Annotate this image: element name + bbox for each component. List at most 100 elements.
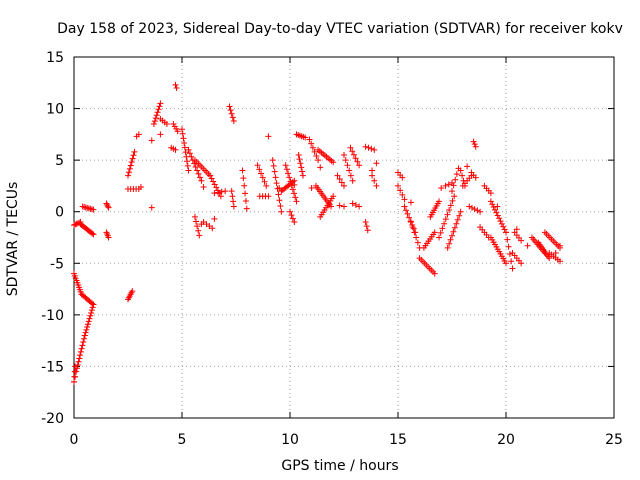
data-point (505, 243, 512, 250)
data-point (338, 179, 345, 186)
data-point (494, 203, 501, 210)
data-point (191, 213, 198, 220)
data-point (74, 220, 81, 227)
data-point (86, 315, 93, 322)
data-point (407, 219, 414, 226)
data-point (104, 201, 111, 208)
data-point (500, 223, 507, 230)
data-point (135, 131, 142, 138)
data-point (336, 176, 343, 183)
data-point (242, 190, 249, 197)
data-point (84, 321, 91, 328)
data-point (75, 358, 82, 365)
data-point (471, 206, 478, 213)
data-point (276, 184, 283, 191)
data-point (276, 197, 283, 204)
data-point (72, 368, 79, 375)
data-point (241, 182, 248, 189)
data-point (489, 201, 496, 208)
data-point (85, 318, 92, 325)
data-point (128, 159, 135, 166)
data-point (356, 203, 363, 210)
data-point (172, 146, 179, 153)
data-point (444, 211, 451, 218)
data-point (148, 204, 155, 211)
data-point (84, 324, 91, 331)
data-point (157, 100, 164, 107)
data-point (282, 162, 289, 169)
data-point (150, 121, 157, 128)
data-point (457, 167, 464, 174)
data-point (409, 224, 416, 231)
data-point (350, 151, 357, 158)
data-point (308, 140, 315, 147)
data-point (172, 81, 179, 88)
data-point (454, 216, 461, 223)
data-point (487, 198, 494, 205)
data-point (125, 172, 131, 179)
data-point (198, 221, 205, 228)
data-point (254, 162, 261, 169)
data-point (125, 169, 132, 176)
data-point (269, 157, 276, 164)
data-point (453, 220, 460, 227)
data-point (88, 309, 95, 316)
data-point (198, 177, 205, 184)
data-point (82, 329, 89, 336)
data-point (218, 188, 225, 195)
y-tick-label: 5 (55, 153, 64, 169)
data-point (452, 176, 459, 183)
data-point (217, 193, 224, 200)
data-point (174, 128, 181, 135)
data-point (364, 227, 371, 234)
data-point (414, 239, 421, 246)
data-point (330, 159, 337, 166)
y-tick-label: 0 (55, 205, 64, 221)
data-point (287, 208, 293, 215)
data-point (362, 219, 369, 226)
data-point (287, 178, 294, 185)
x-tick-label: 25 (605, 432, 623, 448)
data-point (185, 167, 192, 174)
data-point (179, 130, 186, 137)
data-point (498, 220, 505, 227)
data-point (154, 109, 161, 116)
grid-lines (74, 57, 614, 418)
chart-title: Day 158 of 2023, Sidereal Day-to-day VTE… (57, 21, 623, 37)
data-point (79, 342, 86, 349)
data-point (183, 153, 190, 160)
data-point (72, 221, 79, 228)
data-point (152, 115, 159, 122)
data-point (501, 226, 508, 233)
data-point (215, 189, 221, 196)
data-point (504, 236, 511, 243)
data-point (228, 188, 235, 195)
data-point (347, 172, 354, 179)
data-point (352, 155, 359, 162)
data-point (438, 184, 445, 191)
data-point (453, 171, 460, 178)
data-point (289, 186, 296, 193)
x-tick-label: 5 (178, 432, 187, 448)
data-point (211, 181, 218, 188)
data-point (229, 114, 236, 121)
data-point (208, 175, 215, 182)
data-point (181, 139, 188, 146)
x-tick-labels: 0 5 10 15 20 25 (70, 432, 623, 448)
data-point (436, 198, 443, 205)
data-point (163, 121, 170, 128)
data-point (401, 196, 408, 203)
data-point (442, 182, 449, 189)
data-point (188, 153, 195, 160)
data-point (368, 145, 375, 152)
data-point (508, 258, 515, 265)
data-point (129, 155, 136, 162)
data-point (471, 141, 478, 148)
data-point (81, 335, 88, 342)
data-point (73, 365, 80, 372)
data-point (77, 352, 84, 359)
data-point (89, 230, 96, 237)
data-point (74, 362, 81, 369)
y-tick-label: -20 (41, 411, 64, 427)
data-point (239, 167, 246, 174)
